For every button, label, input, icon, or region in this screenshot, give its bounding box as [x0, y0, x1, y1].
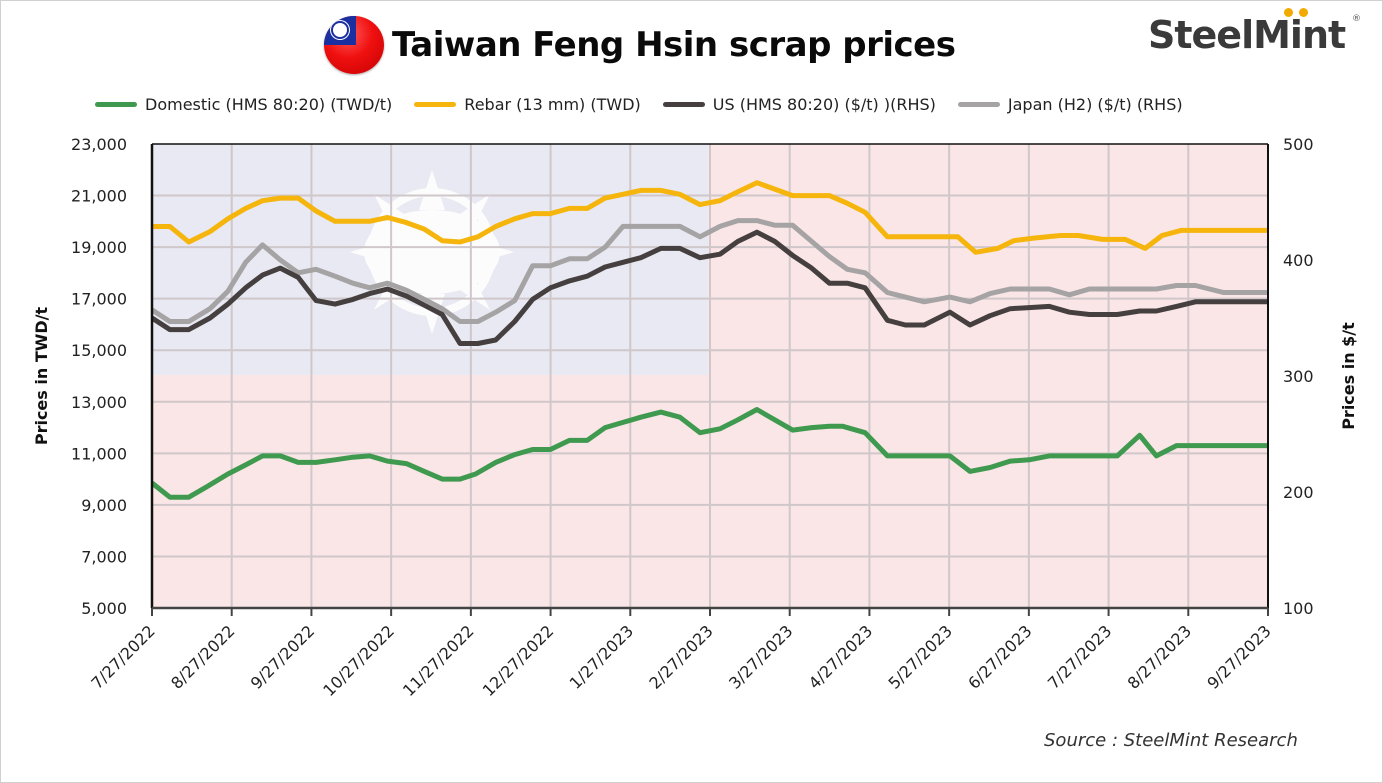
x-tick-label: 7/27/2023 [1044, 621, 1115, 692]
x-tick-label: 5/27/2023 [885, 621, 956, 692]
y-axis-left-labels: 5,000 7,000 9,000 11,000 13,000 15,000 17,000 1… [71, 135, 127, 618]
legend-label: Japan (H2) ($/t) (RHS) [1007, 94, 1183, 114]
y-axis-left-title: Prices in TWD/t [32, 306, 51, 445]
y-tick-label: 23,000 [71, 135, 127, 154]
x-tick-label: 2/27/2023 [645, 621, 716, 692]
x-tick-label: 9/27/2023 [1203, 621, 1274, 692]
y2-tick-label: 100 [1283, 599, 1314, 618]
logo-dot-icon [1284, 8, 1293, 17]
y-tick-label: 19,000 [71, 238, 127, 257]
x-tick-label: 1/27/2023 [566, 621, 637, 692]
series-line-rebar [152, 180, 1268, 255]
series-lines [152, 180, 1268, 500]
taiwan-flag-icon [324, 16, 384, 74]
x-tick-label: 12/27/2022 [479, 621, 558, 700]
logo-dot-icon [1299, 8, 1308, 17]
series-line-us [152, 229, 1268, 346]
y2-tick-label: 200 [1283, 483, 1314, 502]
gridlines [152, 144, 1268, 608]
series-line-japan [152, 218, 1268, 324]
y2-tick-label: 500 [1283, 135, 1314, 154]
steelmint-logo: SteelMint ® [1148, 8, 1361, 60]
y-tick-label: 17,000 [71, 290, 127, 309]
axes [150, 143, 1269, 616]
legend-item-japan[interactable]: Japan (H2) ($/t) (RHS) [957, 94, 1183, 114]
x-tick-label: 4/27/2023 [805, 621, 876, 692]
chart-title: Taiwan Feng Hsin scrap prices [392, 25, 956, 65]
legend-label: Domestic (HMS 80:20) (TWD/t) [145, 94, 393, 114]
y-tick-label: 9,000 [81, 496, 127, 515]
source-note: Source : SteelMint Research [1044, 730, 1298, 751]
chart-header: Taiwan Feng Hsin scrap prices [324, 16, 956, 74]
y-tick-label: 7,000 [81, 547, 127, 566]
x-tick-label: 7/27/2022 [87, 621, 158, 692]
legend-swatch-rebar [414, 101, 457, 107]
legend-item-rebar[interactable]: Rebar (13 mm) (TWD) [414, 94, 641, 114]
x-axis-labels: 7/27/2022 8/27/2022 9/27/2022 10/27/2022 11/… [87, 621, 1274, 700]
y2-tick-label: 300 [1283, 367, 1314, 386]
y-axis-right-labels: 100 200 300 400 500 [1283, 135, 1314, 618]
x-tick-label: 11/27/2022 [399, 621, 478, 700]
y-tick-label: 13,000 [71, 393, 127, 412]
x-tick-label: 9/27/2022 [247, 621, 318, 692]
x-tick-label: 6/27/2023 [964, 621, 1035, 692]
legend-swatch-japan [957, 101, 1000, 107]
y-tick-label: 21,000 [71, 187, 127, 206]
x-tick-label: 3/27/2023 [725, 621, 796, 692]
legend-label: US (HMS 80:20) ($/t) )(RHS) [712, 94, 936, 114]
x-tick-label: 8/27/2023 [1124, 621, 1195, 692]
y-axis-right-title: Prices in $/t [1339, 322, 1358, 430]
series-line-domestic [152, 407, 1268, 500]
x-tick-label: 10/27/2022 [319, 621, 398, 700]
logo-text: SteelMint [1148, 13, 1346, 57]
legend-item-us[interactable]: US (HMS 80:20) ($/t) )(RHS) [662, 94, 936, 114]
y-tick-label: 5,000 [81, 599, 127, 618]
y-tick-label: 11,000 [71, 444, 127, 463]
legend-item-domestic[interactable]: Domestic (HMS 80:20) (TWD/t) [95, 95, 392, 114]
x-tick-label: 8/27/2022 [167, 621, 238, 692]
legend-swatch-us [662, 101, 705, 107]
y2-tick-label: 400 [1283, 251, 1314, 270]
legend-swatch-domestic [95, 101, 137, 107]
sun-emblem [350, 170, 514, 334]
registered-mark: ® [1352, 14, 1361, 24]
y-tick-label: 15,000 [71, 341, 127, 360]
legend-label: Rebar (13 mm) (TWD) [464, 94, 641, 114]
chart-legend: Domestic (HMS 80:20) (TWD/t) Rebar (13 m… [95, 92, 1205, 116]
